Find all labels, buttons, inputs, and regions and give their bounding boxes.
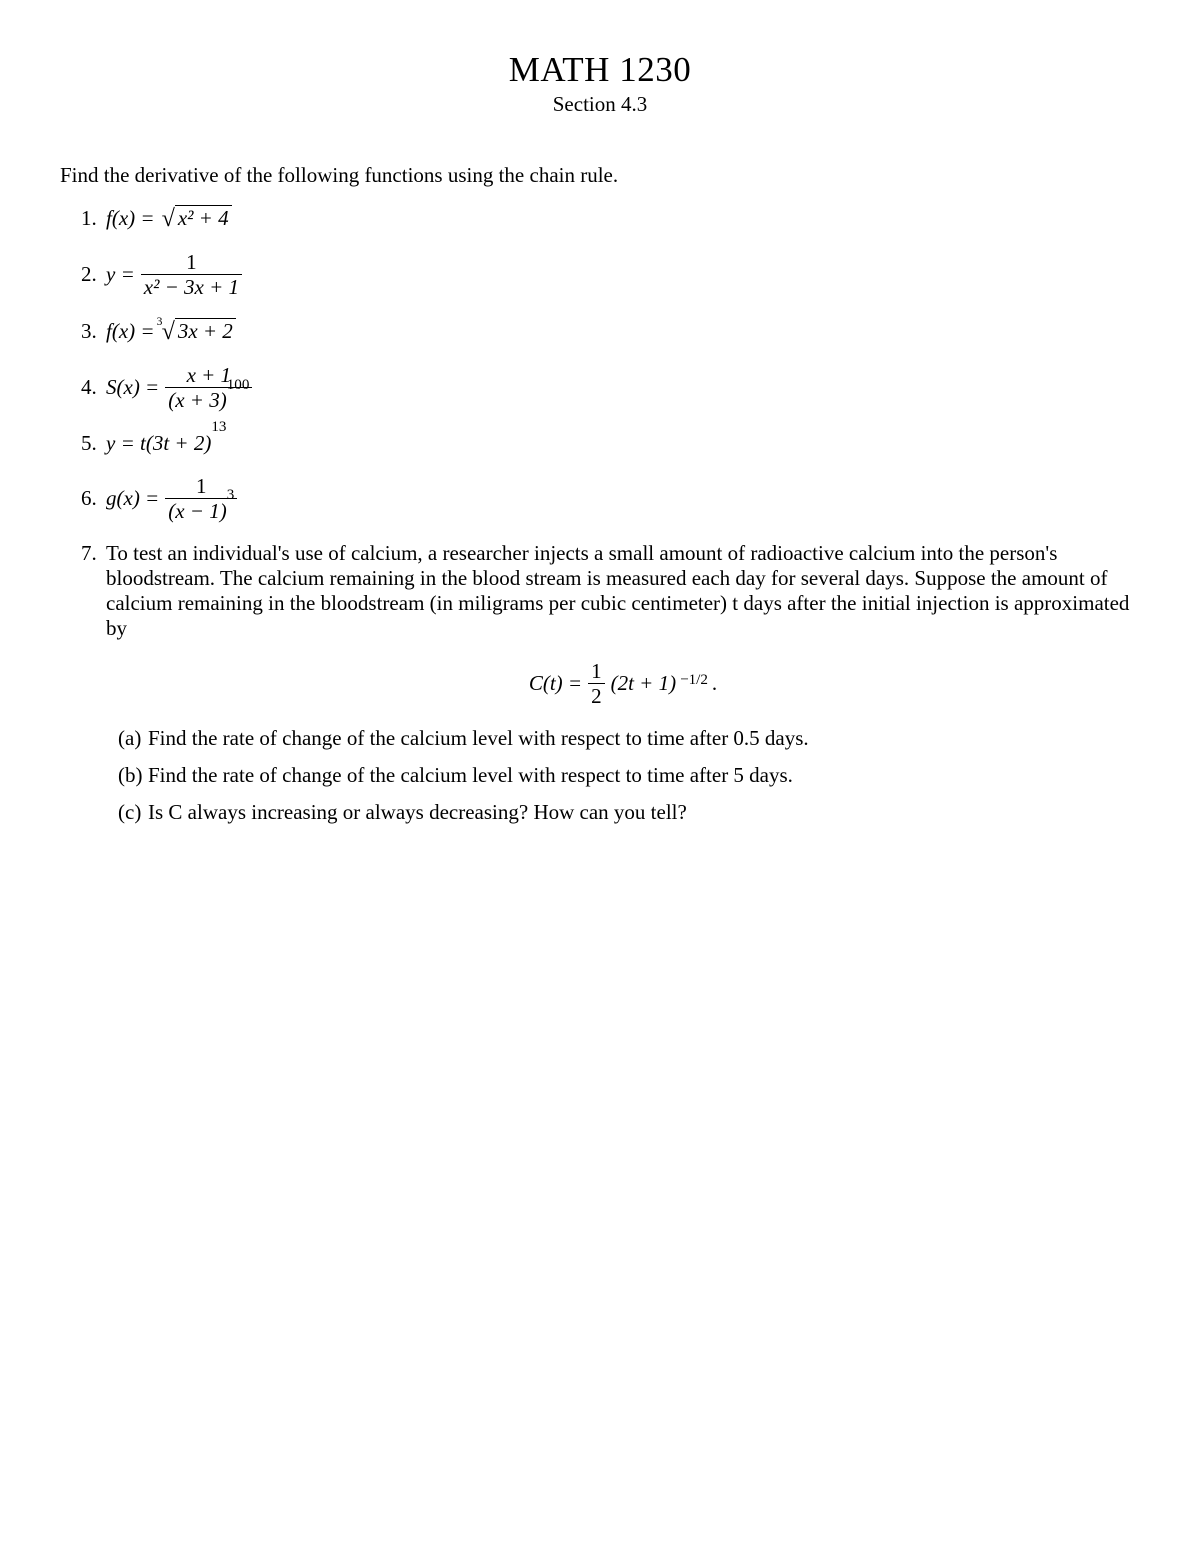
p7b-text: Find the rate of change of the calcium l… <box>148 763 793 787</box>
fraction: 1 (x − 1)3 <box>165 474 237 523</box>
p1-lhs: f(x) = <box>106 206 155 231</box>
p5-base: (3t + 2) <box>146 431 212 455</box>
p2-lhs: y = <box>106 262 135 287</box>
page: MATH 1230 Section 4.3 Find the derivativ… <box>0 0 1200 903</box>
p7a-label: (a) <box>118 726 141 751</box>
p7c-text: Is C always increasing or always decreas… <box>148 800 687 824</box>
problem-6: g(x) = 1 (x − 1)3 <box>102 474 1140 523</box>
fraction: 1 2 <box>588 659 605 708</box>
course-title: MATH 1230 <box>60 50 1140 90</box>
p7-eq-tail: . <box>712 671 717 696</box>
p4-den-exp: 100 <box>227 377 250 393</box>
p7-eq-num: 1 <box>588 659 605 684</box>
p7b-label: (b) <box>118 763 143 788</box>
p4-den-base: (x + 3) <box>168 388 226 412</box>
header: MATH 1230 Section 4.3 <box>60 50 1140 117</box>
p7c-label: (c) <box>118 800 141 825</box>
problem-3: f(x) = 3 √3x + 2 <box>102 317 1140 345</box>
p1-radicand: x² + 4 <box>175 205 232 230</box>
p5-lhs: y = t <box>106 431 146 455</box>
p2-den: x² − 3x + 1 <box>141 275 242 299</box>
p7-subparts: (a) Find the rate of change of the calci… <box>106 726 1140 825</box>
p3-lhs: f(x) = <box>106 319 155 344</box>
p3-radicand: 3x + 2 <box>175 318 236 343</box>
problem-2: y = 1 x² − 3x + 1 <box>102 250 1140 299</box>
p4-lhs: S(x) = <box>106 375 159 400</box>
instructions-text: Find the derivative of the following fun… <box>60 163 1140 188</box>
problem-list: f(x) = √x² + 4 y = 1 x² − 3x + 1 f(x) = … <box>60 204 1140 825</box>
p6-den-exp: 3 <box>227 487 235 503</box>
problem-7: To test an individual's use of calcium, … <box>102 541 1140 825</box>
problem-1: f(x) = √x² + 4 <box>102 204 1140 232</box>
fraction: x + 1 (x + 3)100 <box>165 363 252 412</box>
p7-equation: C(t) = 1 2 (2t + 1)−1/2. <box>106 659 1140 708</box>
p7-eq-base: (2t + 1) <box>611 671 677 696</box>
p6-den-base: (x − 1) <box>168 499 226 523</box>
p6-lhs: g(x) = <box>106 486 159 511</box>
p7-b: (b) Find the rate of change of the calci… <box>118 763 1140 788</box>
section-label: Section 4.3 <box>60 92 1140 117</box>
p7-eq-den: 2 <box>588 684 605 708</box>
p7-text: To test an individual's use of calcium, … <box>106 541 1129 640</box>
p7-a: (a) Find the rate of change of the calci… <box>118 726 1140 751</box>
p7a-text: Find the rate of change of the calcium l… <box>148 726 809 750</box>
fraction: 1 x² − 3x + 1 <box>141 250 242 299</box>
cbrt-icon: 3 √3x + 2 <box>159 317 236 345</box>
p4-den: (x + 3)100 <box>165 388 252 412</box>
p2-num: 1 <box>141 250 242 275</box>
p7-eq-lhs: C(t) = <box>529 671 582 696</box>
p6-den: (x − 1)3 <box>165 499 237 523</box>
problem-4: S(x) = x + 1 (x + 3)100 <box>102 363 1140 412</box>
problem-5: y = t(3t + 2)13 <box>102 431 1140 456</box>
p7-c: (c) Is C always increasing or always dec… <box>118 800 1140 825</box>
p5-exp: 13 <box>211 419 226 435</box>
sqrt-icon: √x² + 4 <box>159 204 232 232</box>
